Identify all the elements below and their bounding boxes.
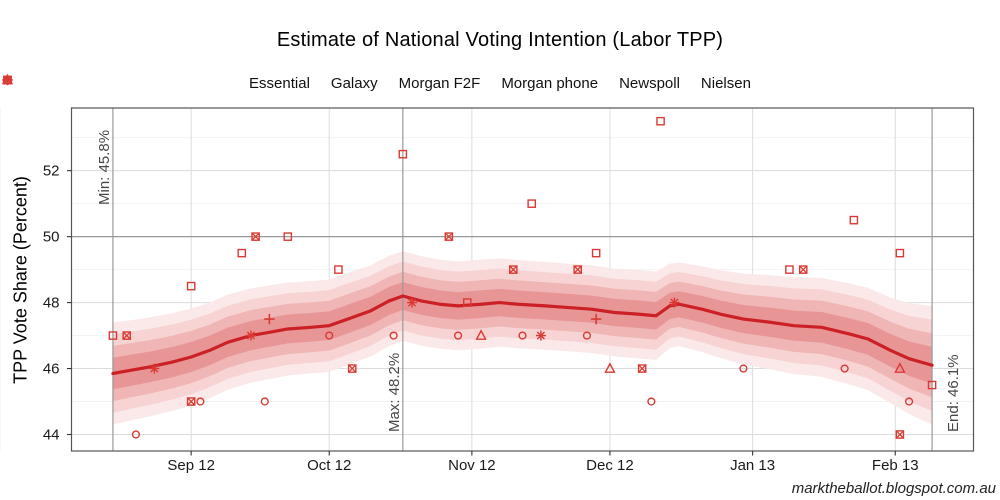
data-point-marker [927, 380, 937, 390]
legend-item-nielsen: Nielsen [2, 74, 751, 92]
data-point-marker [591, 248, 601, 258]
data-point-marker [604, 362, 616, 373]
data-point-marker [518, 331, 527, 340]
y-tick-label: 50 [43, 229, 60, 246]
data-point-marker [508, 265, 518, 274]
legend-label: Morgan F2F [398, 74, 481, 92]
y-tick-label: 44 [43, 427, 60, 444]
legend-label: Galaxy [330, 74, 378, 92]
x-tick-label: Nov 12 [448, 457, 496, 474]
data-point-marker [590, 313, 602, 325]
data-point-marker [527, 199, 537, 208]
data-point-marker [196, 397, 205, 406]
legend-label: Morgan phone [501, 74, 599, 92]
data-point-marker [131, 430, 141, 439]
data-point-marker [260, 397, 269, 406]
trend-line [111, 294, 934, 376]
x-tick-label: Feb 13 [872, 457, 919, 474]
band-3 [112, 282, 933, 390]
annotation-label: Min: 45.8% [96, 130, 113, 205]
data-point-marker [453, 331, 463, 340]
axis-ticks-and-labels: Sep 12 Oct 12 Nov 12 Dec 12 Jan 13 Feb 13 44 46… [43, 163, 919, 474]
panel-border [70, 107, 975, 452]
data-point-marker [582, 331, 592, 340]
data-point-marker [656, 116, 665, 126]
annotation-label: End: 46.1% [945, 354, 962, 432]
data-point-marker [398, 149, 408, 159]
series-morgan-phone [264, 313, 602, 325]
data-point-marker [669, 297, 680, 308]
data-point-marker [849, 215, 859, 225]
data-point-marker [895, 248, 905, 258]
data-point-marker [407, 297, 418, 308]
asterisk-icon [2, 75, 13, 85]
data-point-marker [283, 232, 293, 241]
data-point-marker [739, 364, 748, 373]
legend-label: Newspoll [619, 74, 680, 92]
series-morgan-f2f [108, 116, 937, 390]
chart-title: Estimate of National Voting Intention (L… [276, 29, 724, 51]
data-point-marker [122, 331, 132, 340]
x-tick-label: Jan 13 [730, 457, 775, 474]
annotation-label: Max: 48.2% [386, 353, 403, 432]
data-point-marker [186, 281, 196, 291]
series-newspoll [122, 232, 905, 439]
data-point-marker [334, 265, 343, 274]
x-tick-label: Oct 12 [307, 457, 351, 474]
watermark-text: marktheballot.blogspot.com.au [791, 480, 996, 497]
x-tick-label: Dec 12 [586, 457, 634, 474]
data-point-marker [389, 331, 398, 340]
legend-label: Nielsen [700, 74, 751, 92]
data-point-marker [251, 232, 260, 241]
data-point-marker [264, 313, 275, 325]
x-tick-label: Sep 12 [167, 457, 215, 474]
data-point-marker [798, 265, 808, 274]
data-point-marker [149, 363, 160, 374]
series-galaxy [475, 329, 906, 373]
legend-label: Essential [249, 74, 310, 92]
legend: Essential Galaxy Morgan F2F Morgan phone New… [0, 72, 1000, 94]
data-point-marker [535, 330, 546, 341]
y-tick-label: 46 [43, 361, 60, 378]
data-point-marker [237, 248, 247, 258]
annotation-labels: Min: 45.8% Max: 48.2% End: 46.1% [96, 130, 962, 432]
data-point-marker [573, 265, 583, 274]
data-point-marker [647, 397, 656, 406]
data-point-marker [108, 331, 118, 340]
data-point-marker [186, 397, 196, 406]
series-nielsen [149, 297, 680, 374]
confidence-bands [112, 251, 933, 425]
data-point-marker [785, 265, 794, 274]
y-tick-label: 48 [43, 295, 60, 312]
data-point-marker [840, 364, 849, 373]
data-point-marker [444, 232, 454, 241]
data-point-marker [245, 330, 256, 341]
series-essential [131, 331, 914, 439]
data-point-marker [347, 364, 357, 373]
data-point-marker [894, 362, 906, 373]
y-tick-label: 52 [43, 163, 60, 180]
data-point-marker [325, 331, 334, 340]
data-point-marker [895, 430, 905, 439]
data-point-marker [637, 364, 647, 373]
data-point-marker [904, 397, 914, 406]
data-point-marker [475, 329, 487, 340]
reference-lines [71, 108, 974, 451]
data-point-marker [462, 298, 472, 307]
